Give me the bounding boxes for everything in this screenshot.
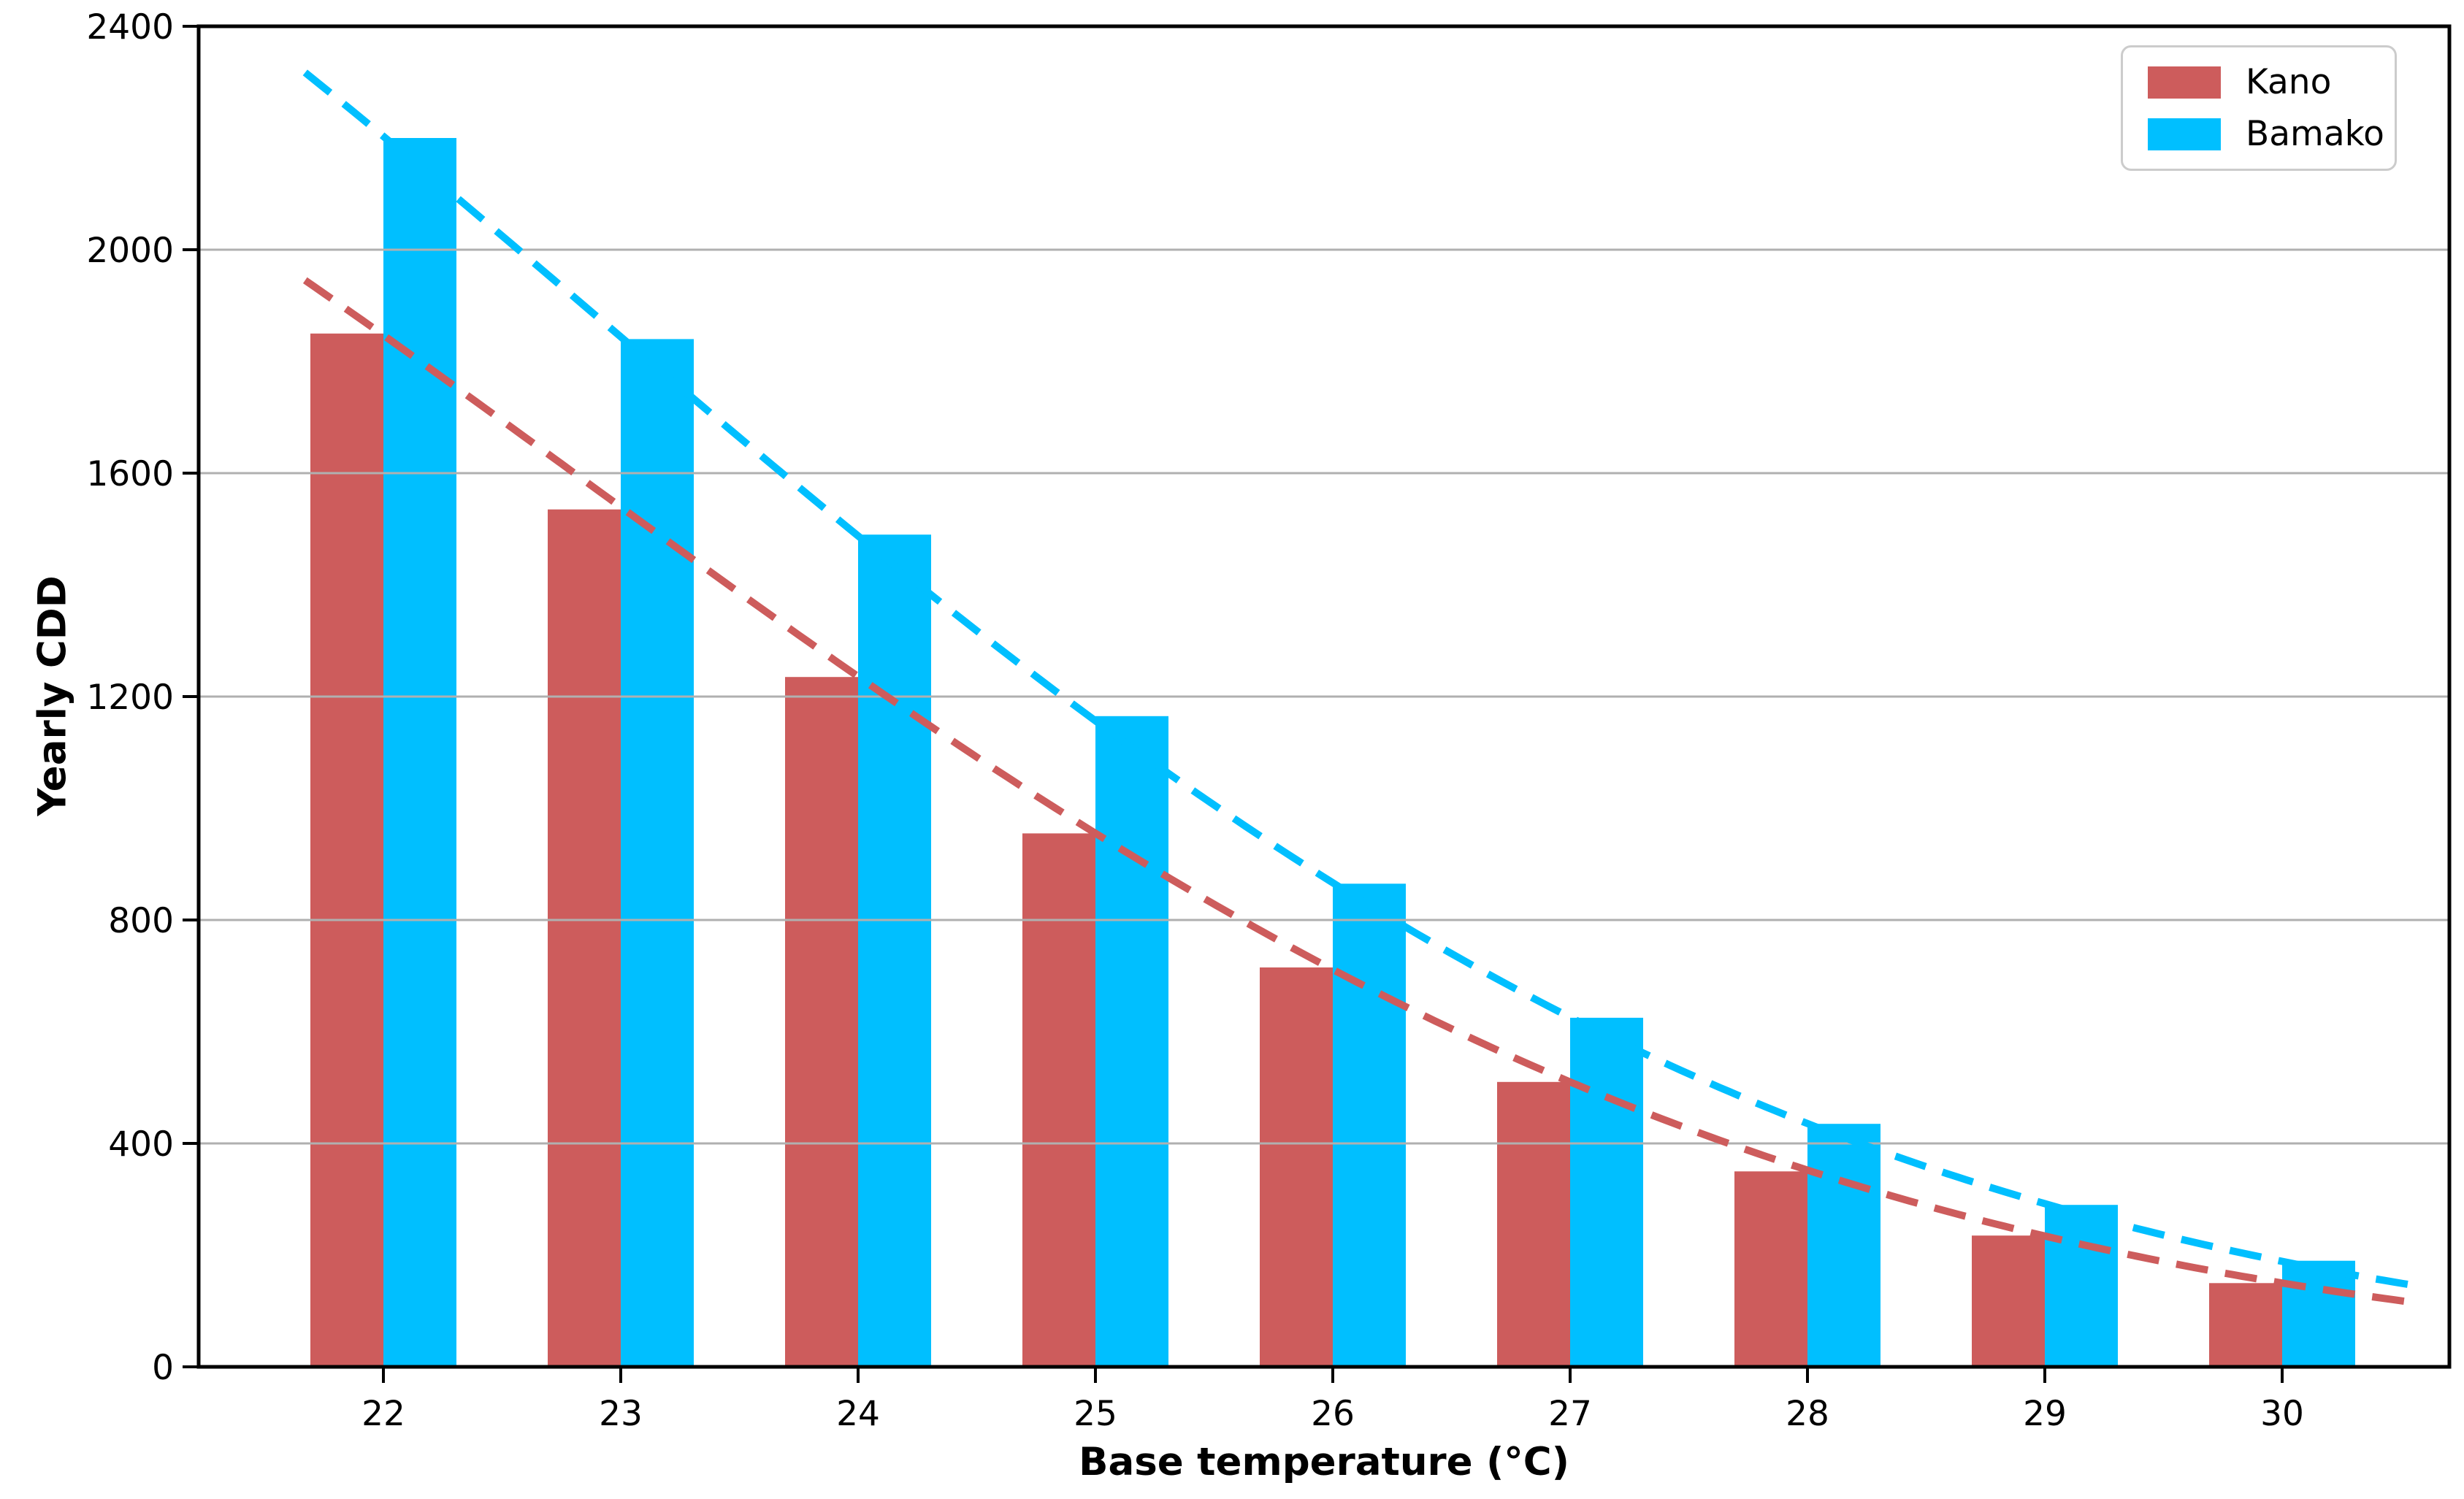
bar-bamako-27 (1570, 1017, 1643, 1367)
x-tick-label-28: 28 (1786, 1394, 1829, 1434)
x-tick-label-30: 30 (2260, 1394, 2304, 1434)
bars-group (310, 138, 2355, 1368)
y-tick-label-2400: 2400 (86, 7, 174, 47)
legend-label-bamako: Bamako (2246, 114, 2384, 154)
x-tick-label-29: 29 (2023, 1394, 2067, 1434)
ticks-group: 0 400 800 1200 1600 2000 2400 22 23 24 25 26 27 28 29 3… (86, 7, 2304, 1434)
y-tick-label-1200: 1200 (86, 678, 174, 718)
bar-kano-25 (1022, 833, 1095, 1367)
y-tick-label-800: 800 (108, 901, 174, 941)
x-tick-label-24: 24 (836, 1394, 880, 1434)
legend-label-kano: Kano (2246, 62, 2332, 102)
x-tick-label-26: 26 (1311, 1394, 1355, 1434)
bar-kano-24 (785, 677, 858, 1367)
legend-swatch-kano (2148, 66, 2221, 99)
bar-kano-22 (310, 333, 383, 1368)
bar-bamako-22 (383, 138, 456, 1367)
bar-bamako-24 (858, 534, 931, 1368)
bar-bamako-23 (621, 339, 694, 1367)
bar-kano-30 (2209, 1283, 2282, 1368)
trend-line-kano (302, 277, 2414, 1306)
trend-lines-group (302, 69, 2414, 1306)
y-axis-title: Yearly CDD (30, 575, 75, 816)
bar-bamako-26 (1333, 883, 1406, 1367)
bar-kano-28 (1734, 1171, 1807, 1368)
bar-bamako-30 (2282, 1260, 2355, 1367)
x-tick-label-23: 23 (599, 1394, 643, 1434)
y-tick-label-0: 0 (152, 1348, 174, 1388)
x-tick-label-27: 27 (1548, 1394, 1592, 1434)
bar-bamako-25 (1095, 716, 1168, 1367)
x-tick-label-22: 22 (361, 1394, 405, 1434)
bar-bamako-28 (1807, 1124, 1880, 1367)
legend: Kano Bamako (2121, 45, 2397, 171)
legend-entry-bamako: Bamako (2148, 117, 2395, 151)
bar-bamako-29 (2045, 1205, 2118, 1367)
bar-kano-27 (1497, 1081, 1570, 1367)
y-tick-label-400: 400 (108, 1124, 174, 1165)
trend-line-bamako (302, 69, 2414, 1289)
bar-kano-26 (1260, 967, 1333, 1367)
legend-swatch-bamako (2148, 118, 2221, 150)
y-tick-label-1600: 1600 (86, 454, 174, 494)
bar-kano-29 (1972, 1235, 2045, 1367)
bar-kano-23 (548, 509, 621, 1368)
y-tick-label-2000: 2000 (86, 231, 174, 271)
legend-entry-kano: Kano (2148, 65, 2395, 99)
x-axis-title: Base temperature (°C) (1079, 1440, 1569, 1484)
x-tick-label-25: 25 (1074, 1394, 1117, 1434)
